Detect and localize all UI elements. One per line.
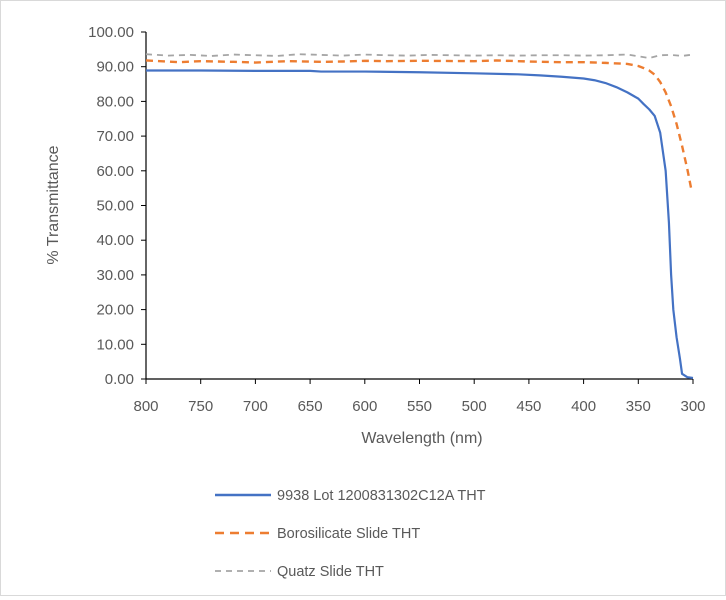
- x-tick-label: 300: [680, 398, 705, 415]
- series-line-3: [145, 53, 694, 59]
- series-line-1: [146, 69, 694, 380]
- y-tick-label: 40.00: [96, 232, 134, 249]
- y-tick-label: 30.00: [96, 267, 134, 284]
- y-tick-label: 100.00: [88, 24, 134, 41]
- x-tick-label: 500: [462, 398, 487, 415]
- y-tick-label: 70.00: [96, 128, 134, 145]
- x-tick-label: 750: [188, 398, 213, 415]
- x-tick-label: 800: [133, 398, 158, 415]
- y-tick-label: 80.00: [96, 93, 134, 110]
- x-axis-title: Wavelength (nm): [361, 430, 482, 447]
- y-tick-label: 60.00: [96, 163, 134, 180]
- y-tick-label: 0.00: [105, 371, 134, 388]
- legend-label-1: 9938 Lot 1200831302C12A THT: [277, 488, 486, 504]
- legend-label-2: Borosilicate Slide THT: [277, 526, 420, 542]
- x-tick-label: 450: [516, 398, 541, 415]
- x-tick-label: 700: [243, 398, 268, 415]
- series-line-2: [145, 59, 694, 193]
- y-tick-label: 20.00: [96, 302, 134, 319]
- y-tick-label: 90.00: [96, 59, 134, 76]
- x-tick-label: 350: [626, 398, 651, 415]
- y-tick-label: 10.00: [96, 336, 134, 353]
- x-tick-label: 550: [407, 398, 432, 415]
- x-tick-label: 600: [352, 398, 377, 415]
- y-axis-title: % Transmittance: [45, 145, 62, 264]
- legend-label-3: Quatz Slide THT: [277, 564, 384, 580]
- x-tick-label: 650: [298, 398, 323, 415]
- x-tick-label: 400: [571, 398, 596, 415]
- y-tick-label: 50.00: [96, 198, 134, 215]
